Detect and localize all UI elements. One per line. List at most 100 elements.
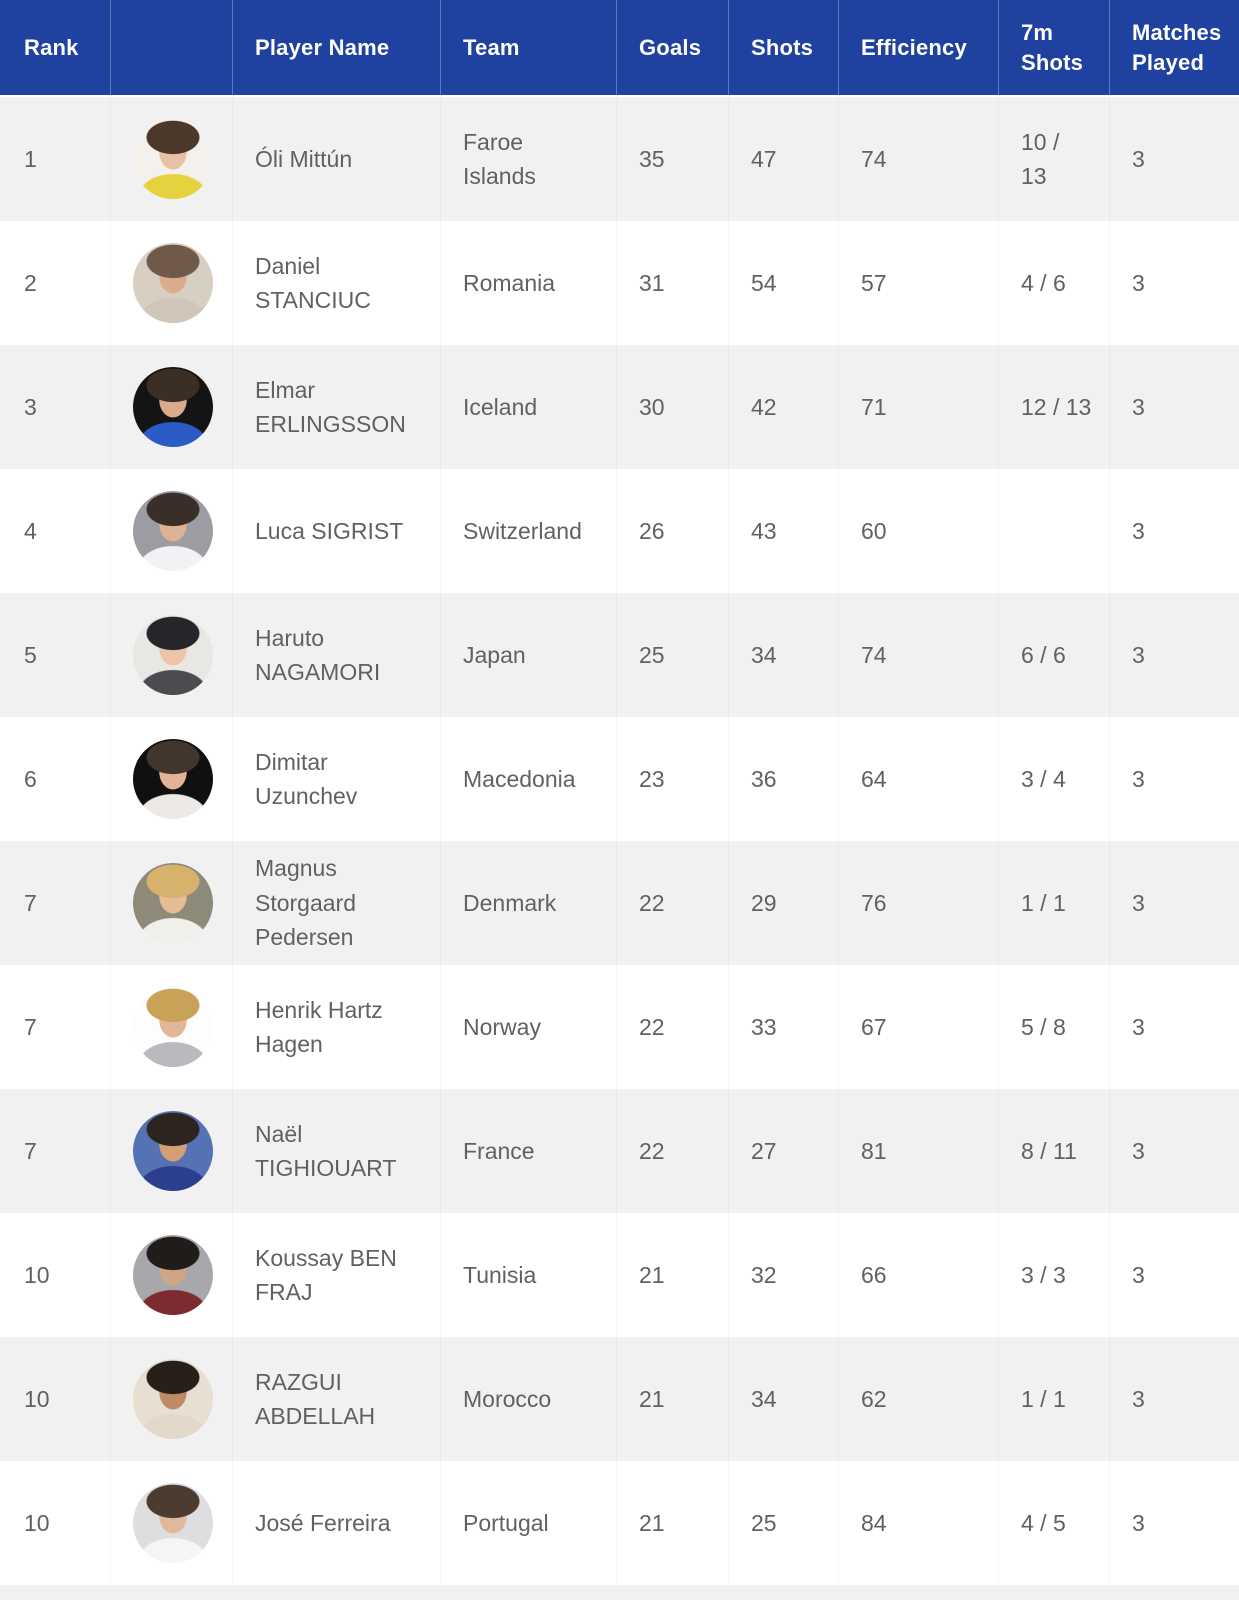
efficiency-cell: 71 [838,345,998,469]
matches-cell: 3 [1109,717,1239,841]
goals-cell: 26 [616,469,728,593]
player-name-cell: Magnus Storgaard Pedersen [232,841,440,965]
table-row: 2 Daniel STANCIUC Romania 31 54 57 4 / 6… [0,221,1239,345]
player-avatar [133,1483,213,1563]
player-avatar [133,987,213,1067]
player-photo [110,1213,232,1337]
rank-cell: 7 [24,1013,37,1040]
rank-cell: 6 [24,765,37,792]
shots-cell: 29 [728,841,838,965]
col-header-shots: Shots [728,0,838,95]
player-photo [110,1337,232,1461]
player-name-cell: Luca SIGRIST [232,469,440,593]
table-row: 6 Dimitar Uzunchev Macedonia 23 36 64 3 … [0,717,1239,841]
sevenm-cell: 6 / 6 [998,593,1109,717]
sevenm-cell: 8 / 11 [998,1089,1109,1213]
table-row: 10 José Ferreira Portugal 21 25 84 4 / 5… [0,1461,1239,1585]
table-row: 4 Luca SIGRIST Switzerland 26 43 60 3 [0,469,1239,593]
goals-cell: 22 [616,965,728,1089]
matches-cell: 3 [1109,97,1239,221]
player-name-cell: Elmar ERLINGSSON [232,345,440,469]
player-avatar [133,243,213,323]
efficiency-cell: 60 [838,469,998,593]
player-avatar [133,119,213,199]
team-cell: Romania [440,221,616,345]
matches-cell: 3 [1109,965,1239,1089]
efficiency-cell: 76 [838,841,998,965]
table-row: 7 Naël TIGHIOUART France 22 27 81 8 / 11… [0,1089,1239,1213]
player-name-cell: Henrik Hartz Hagen [232,965,440,1089]
team-cell: Portugal [440,1461,616,1585]
shots-cell: 27 [728,1089,838,1213]
rank-cell: 1 [24,145,37,172]
efficiency-cell: 62 [838,1337,998,1461]
sevenm-cell: 12 / 13 [998,345,1109,469]
rank-cell: 10 [24,1385,50,1412]
goals-cell: 21 [616,1461,728,1585]
rank-cell: 10 [24,1261,50,1288]
matches-cell: 3 [1109,593,1239,717]
col-header-photo [110,0,232,95]
matches-cell: 3 [1109,1089,1239,1213]
player-avatar [133,615,213,695]
shots-cell: 42 [728,345,838,469]
team-cell: Japan [440,593,616,717]
table-row: 10 Koussay BEN FRAJ Tunisia 21 32 66 3 /… [0,1213,1239,1337]
col-header-rank: Rank [24,34,79,60]
player-photo [110,593,232,717]
rank-cell: 3 [24,393,37,420]
col-header-7m-shots: 7m Shots [998,0,1109,95]
player-name-cell: Dimitar Uzunchev [232,717,440,841]
player-name-cell: José Ferreira [232,1461,440,1585]
sevenm-cell: 3 / 3 [998,1213,1109,1337]
matches-cell: 3 [1109,1461,1239,1585]
shots-cell: 47 [728,97,838,221]
table-row: 3 Elmar ERLINGSSON Iceland 30 42 71 12 /… [0,345,1239,469]
player-avatar [133,863,213,943]
sevenm-cell: 3 / 4 [998,717,1109,841]
player-avatar [133,1359,213,1439]
goals-cell: 35 [616,97,728,221]
col-header-matches-played: Matches Played [1109,0,1239,95]
matches-cell: 3 [1109,1337,1239,1461]
player-photo [110,717,232,841]
rank-cell: 5 [24,641,37,668]
team-cell: Tunisia [440,1213,616,1337]
efficiency-cell: 57 [838,221,998,345]
player-name-cell: Óli Mittún [232,97,440,221]
player-avatar [133,1111,213,1191]
efficiency-cell: 64 [838,717,998,841]
rank-cell: 7 [24,1137,37,1164]
player-name-cell: Naël TIGHIOUART [232,1089,440,1213]
goals-cell: 21 [616,1213,728,1337]
shots-cell: 25 [728,1461,838,1585]
efficiency-cell: 84 [838,1461,998,1585]
rank-cell: 10 [24,1509,50,1536]
rank-cell: 2 [24,269,37,296]
matches-cell: 3 [1109,221,1239,345]
matches-cell: 3 [1109,345,1239,469]
player-name-cell: Haruto NAGAMORI [232,593,440,717]
goals-cell: 30 [616,345,728,469]
next-row-partial [0,1585,1239,1600]
player-photo [110,1461,232,1585]
player-photo [110,221,232,345]
table-row: 1 Óli Mittún Faroe Islands 35 47 74 10 /… [0,97,1239,221]
player-avatar [133,367,213,447]
goals-cell: 31 [616,221,728,345]
efficiency-cell: 66 [838,1213,998,1337]
col-header-goals: Goals [616,0,728,95]
table-row: 10 RAZGUI ABDELLAH Morocco 21 34 62 1 / … [0,1337,1239,1461]
rank-cell: 4 [24,517,37,544]
efficiency-cell: 74 [838,593,998,717]
shots-cell: 33 [728,965,838,1089]
sevenm-cell: 10 / 13 [998,97,1109,221]
rank-cell: 7 [24,889,37,916]
sevenm-cell: 5 / 8 [998,965,1109,1089]
player-avatar [133,1235,213,1315]
goals-cell: 22 [616,841,728,965]
team-cell: France [440,1089,616,1213]
efficiency-cell: 81 [838,1089,998,1213]
team-cell: Switzerland [440,469,616,593]
team-cell: Iceland [440,345,616,469]
